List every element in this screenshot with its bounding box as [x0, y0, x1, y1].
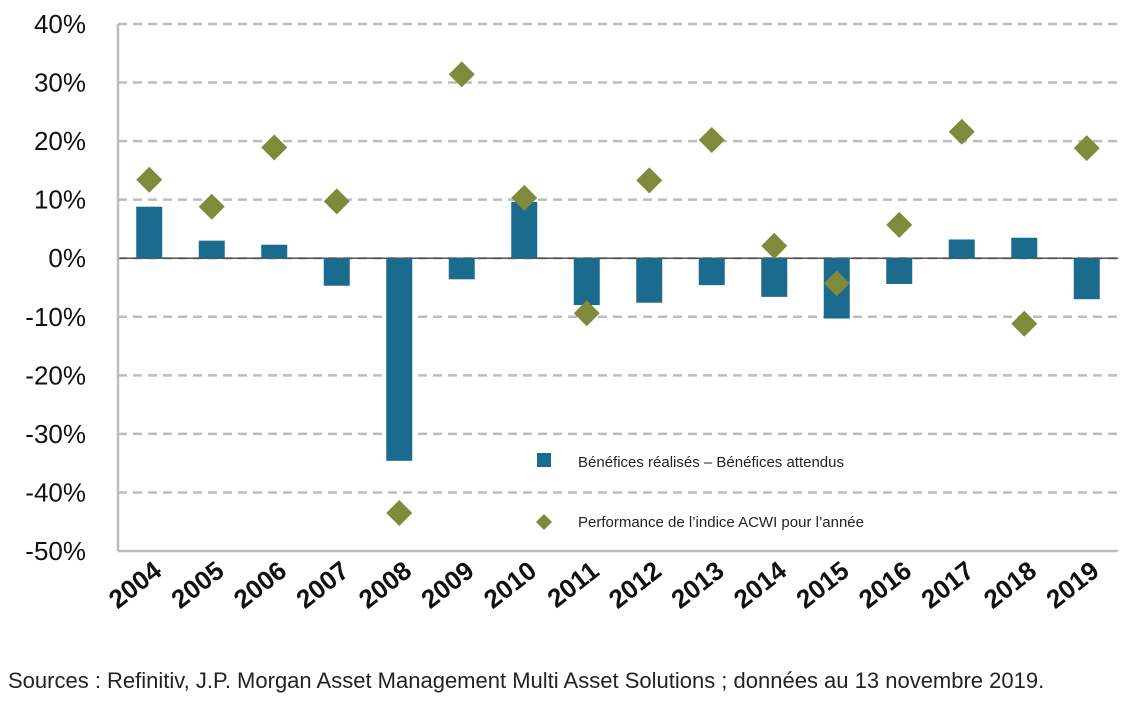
y-tick-label: 30%	[34, 68, 86, 98]
legend: Bénéfices réalisés – Bénéfices attendus …	[536, 453, 864, 531]
diamond-marker	[448, 61, 475, 88]
bar	[323, 258, 350, 286]
x-tick-label: 2014	[728, 555, 792, 615]
diamond-marker	[636, 167, 663, 194]
legend-diamond-label: Performance de l’indice ACWI pour l’anné…	[578, 514, 864, 531]
y-tick-label: -20%	[25, 360, 86, 390]
y-tick-label: 10%	[34, 185, 86, 215]
y-tick-label: -30%	[25, 419, 86, 449]
diamond-marker	[386, 499, 413, 526]
y-tick-label: -10%	[25, 302, 86, 332]
x-tick-label: 2008	[353, 555, 417, 614]
chart: 40%30%20%10%0%-10%-20%-30%-40%-50% 20042…	[25, 9, 1118, 615]
y-axis-ticks: 40% 30% 20% 10% 0% -10% -20% -30% -40% -50%	[25, 9, 86, 566]
x-tick-label: 2011	[542, 555, 605, 613]
source-note: Sources : Refinitiv, J.P. Morgan Asset M…	[8, 668, 1045, 693]
markers-layer	[136, 61, 1100, 526]
bar	[886, 258, 913, 284]
y-tick-label: -50%	[25, 536, 86, 566]
bar	[136, 206, 163, 259]
x-tick-label: 2010	[478, 555, 542, 614]
bar	[386, 258, 413, 461]
legend-bar-swatch	[537, 453, 551, 467]
diamond-marker	[261, 134, 288, 161]
x-tick-label: 2018	[978, 555, 1042, 614]
diamond-marker	[1011, 310, 1038, 337]
bar	[1073, 258, 1100, 300]
bar	[573, 258, 600, 306]
y-tick-label: 20%	[34, 126, 86, 156]
x-tick-label: 2004	[103, 555, 167, 615]
x-tick-label: 2015	[790, 555, 854, 614]
x-tick-label: 2019	[1040, 555, 1104, 614]
y-tick-label: -40%	[25, 477, 86, 507]
bar	[448, 258, 475, 280]
diamond-marker	[698, 126, 725, 153]
x-tick-label: 2013	[665, 555, 729, 614]
diamond-marker	[886, 211, 913, 238]
bars-layer	[136, 202, 1100, 461]
x-tick-label: 2005	[165, 555, 229, 614]
bar	[261, 244, 288, 259]
diamond-marker	[1073, 135, 1100, 162]
diamond-marker	[573, 300, 600, 327]
diamond-marker	[761, 232, 788, 259]
y-tick-label: 40%	[34, 9, 86, 39]
x-tick-label: 2012	[603, 555, 667, 614]
bar	[761, 258, 788, 297]
y-tick-label: 0%	[48, 243, 86, 273]
bar	[1011, 237, 1038, 259]
bar	[698, 258, 725, 286]
x-tick-label: 2007	[290, 555, 354, 614]
bar	[948, 239, 975, 259]
x-tick-label: 2016	[853, 555, 917, 614]
diamond-marker	[198, 193, 225, 220]
diamond-marker	[136, 166, 163, 193]
x-tick-label: 2017	[915, 555, 979, 614]
diamond-marker	[323, 188, 350, 215]
diamond-marker	[823, 270, 850, 297]
bar	[636, 258, 663, 303]
diamond-marker	[511, 184, 538, 211]
bar	[198, 240, 225, 259]
x-tick-label: 2009	[415, 555, 479, 614]
legend-diamond-swatch	[536, 514, 552, 530]
diamond-marker	[948, 118, 975, 145]
legend-bar-label: Bénéfices réalisés – Bénéfices attendus	[578, 454, 844, 471]
bar	[511, 202, 538, 259]
x-tick-label: 2006	[228, 555, 292, 614]
